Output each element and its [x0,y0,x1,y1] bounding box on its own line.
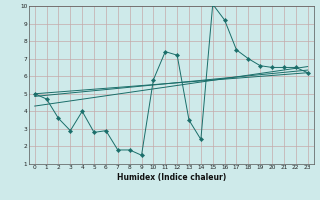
X-axis label: Humidex (Indice chaleur): Humidex (Indice chaleur) [116,173,226,182]
